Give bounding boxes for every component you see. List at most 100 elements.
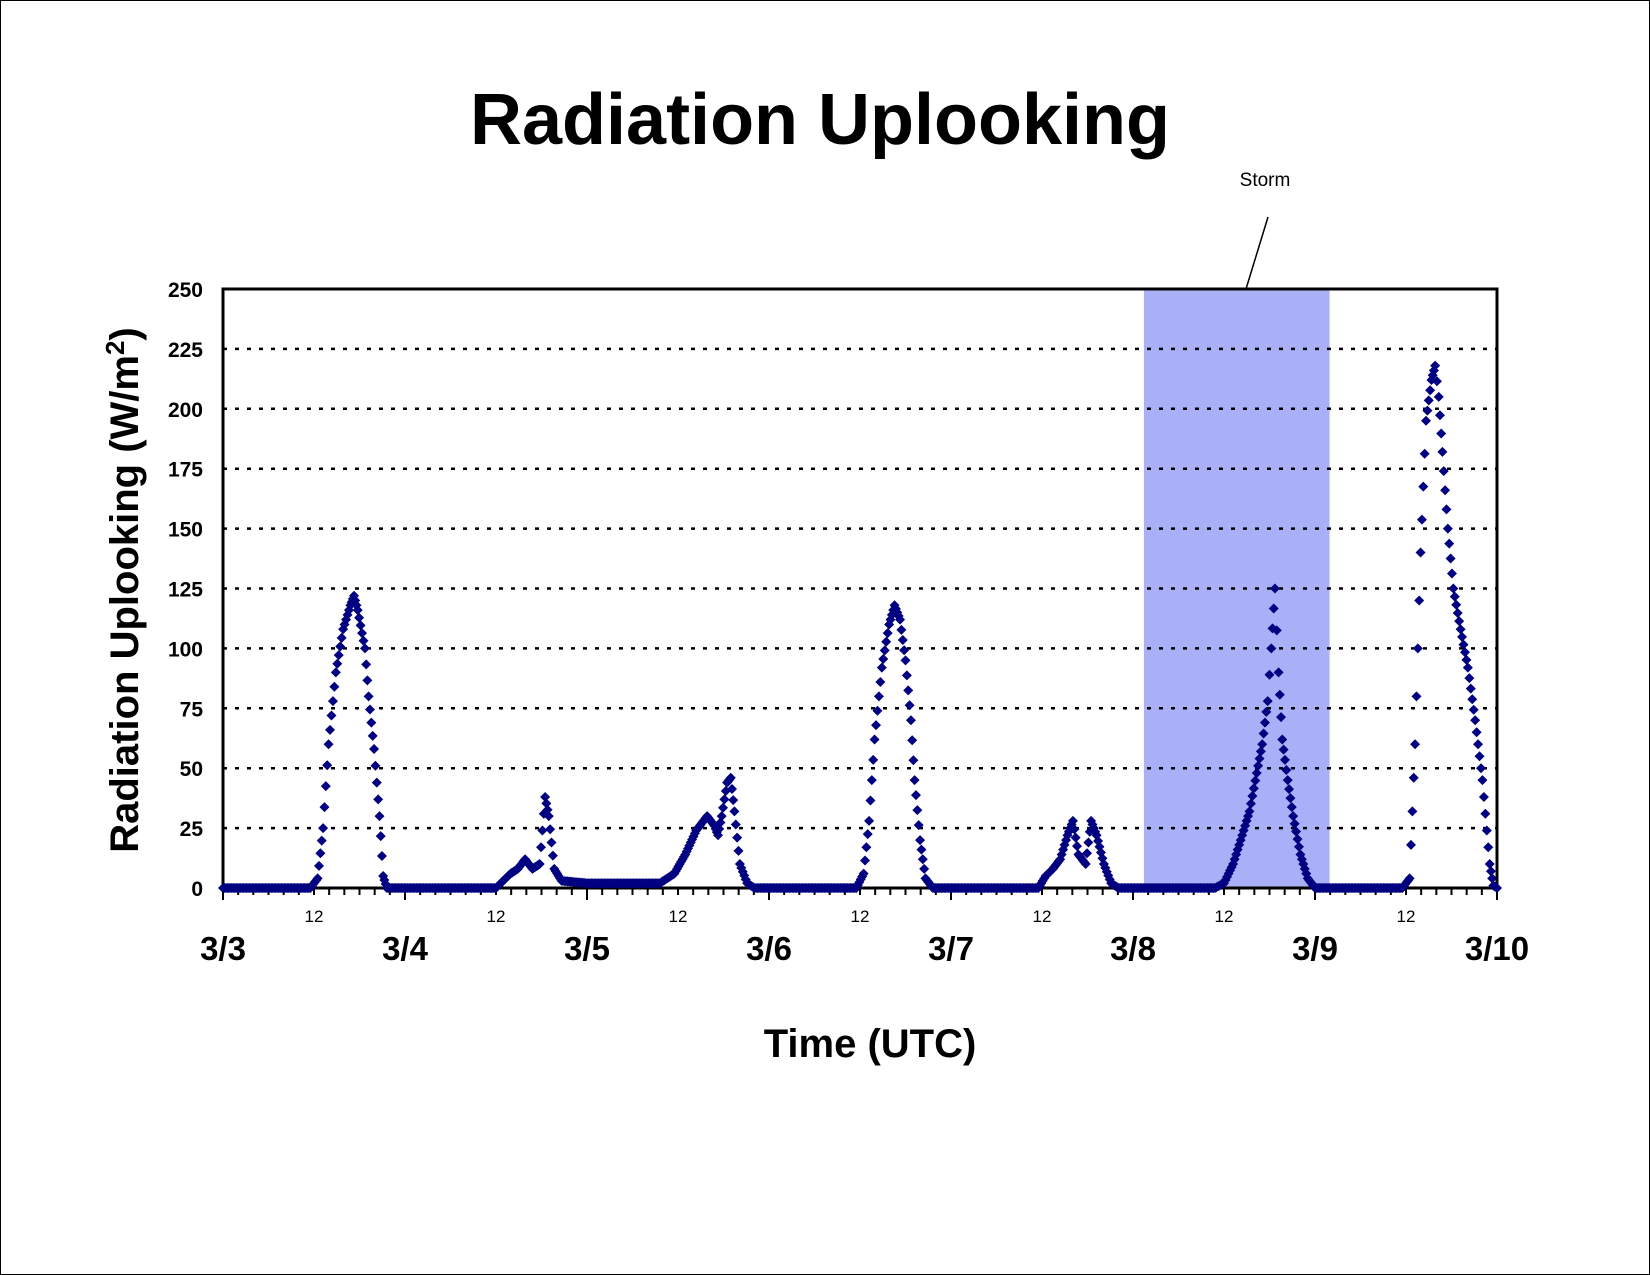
data-point bbox=[899, 645, 910, 656]
data-point bbox=[330, 667, 341, 678]
data-point bbox=[718, 802, 729, 813]
data-point bbox=[882, 628, 893, 639]
data-point bbox=[1459, 647, 1470, 658]
data-layer bbox=[218, 360, 1502, 893]
data-point bbox=[1415, 547, 1426, 558]
data-point bbox=[1471, 727, 1482, 738]
data-point bbox=[1445, 553, 1456, 564]
data-point bbox=[371, 777, 382, 788]
data-point bbox=[358, 635, 369, 646]
data-point bbox=[1478, 791, 1489, 802]
data-point bbox=[1083, 837, 1094, 848]
data-point bbox=[1245, 798, 1256, 809]
data-point bbox=[1255, 746, 1266, 757]
data-point bbox=[1282, 775, 1293, 786]
x-hour-label: 12 bbox=[487, 907, 506, 926]
data-point bbox=[547, 850, 558, 861]
x-hour-label: 12 bbox=[1033, 907, 1052, 926]
data-point bbox=[357, 628, 368, 639]
data-point bbox=[1483, 842, 1494, 853]
data-point bbox=[354, 612, 365, 623]
data-point bbox=[327, 696, 338, 707]
data-point bbox=[1407, 806, 1418, 817]
data-point bbox=[320, 781, 331, 792]
y-axis-title: Radiation Uplooking (W/m2) bbox=[100, 327, 147, 853]
y-axis-title-sup: 2 bbox=[100, 341, 130, 355]
data-point bbox=[907, 735, 918, 746]
y-tick-label: 250 bbox=[168, 279, 203, 302]
data-point bbox=[1455, 624, 1466, 635]
data-point bbox=[1452, 607, 1463, 618]
data-point bbox=[730, 819, 741, 830]
storm-leader-line bbox=[1245, 216, 1269, 290]
data-point bbox=[1425, 385, 1436, 396]
y-tick-label: 25 bbox=[180, 818, 204, 841]
data-point bbox=[1250, 775, 1261, 786]
data-point bbox=[315, 848, 326, 859]
x-date-label: 3/3 bbox=[200, 930, 246, 967]
data-point bbox=[1291, 826, 1302, 837]
data-point bbox=[1454, 616, 1465, 627]
data-point bbox=[716, 811, 727, 822]
data-point bbox=[1431, 376, 1442, 387]
data-point bbox=[1436, 428, 1447, 439]
y-tick-label: 150 bbox=[168, 519, 203, 542]
data-point bbox=[1440, 485, 1451, 496]
data-point bbox=[326, 710, 337, 721]
data-point bbox=[1082, 848, 1093, 859]
y-tick-label: 75 bbox=[180, 698, 204, 721]
data-point bbox=[1416, 514, 1427, 525]
data-point bbox=[543, 811, 554, 822]
data-point bbox=[541, 798, 552, 809]
data-point bbox=[1430, 360, 1441, 371]
data-point bbox=[725, 772, 736, 783]
data-point bbox=[908, 755, 919, 766]
data-point bbox=[1477, 775, 1488, 786]
data-point bbox=[314, 860, 325, 871]
data-point bbox=[546, 837, 557, 848]
data-point bbox=[325, 724, 336, 735]
axis-layer: 3/3 3/4 3/5 3/6 3/7 3/8 3/9 3/10 12 12 12 12 12 12 12 bbox=[200, 287, 1529, 967]
data-point bbox=[364, 704, 375, 715]
data-point bbox=[1470, 715, 1481, 726]
data-point bbox=[1251, 767, 1262, 778]
data-point bbox=[1254, 753, 1265, 764]
data-point bbox=[1253, 760, 1264, 771]
data-point bbox=[878, 653, 889, 664]
data-point bbox=[895, 614, 906, 625]
data-point bbox=[332, 658, 343, 669]
data-point bbox=[1277, 734, 1288, 745]
data-point bbox=[370, 760, 381, 771]
data-point bbox=[373, 794, 384, 805]
data-point bbox=[375, 831, 386, 842]
x-hour-label: 12 bbox=[669, 907, 688, 926]
data-point bbox=[1286, 802, 1297, 813]
y-tick-label: 125 bbox=[168, 579, 203, 602]
data-point bbox=[319, 802, 330, 813]
data-point bbox=[1421, 415, 1432, 426]
data-point bbox=[1406, 839, 1417, 850]
data-point bbox=[1458, 639, 1469, 650]
data-point bbox=[1475, 763, 1486, 774]
data-point bbox=[316, 835, 327, 846]
data-point bbox=[542, 804, 553, 815]
data-point bbox=[1281, 764, 1292, 775]
data-point bbox=[1451, 599, 1462, 610]
data-point bbox=[1473, 739, 1484, 750]
data-point bbox=[1462, 662, 1473, 673]
data-point bbox=[873, 691, 884, 702]
data-point bbox=[1273, 667, 1284, 678]
data-point bbox=[1244, 806, 1255, 817]
data-point bbox=[1444, 538, 1455, 549]
data-point bbox=[1441, 504, 1452, 515]
data-point bbox=[1408, 772, 1419, 783]
data-point bbox=[1419, 448, 1430, 459]
data-point bbox=[912, 805, 923, 816]
data-point bbox=[919, 863, 930, 874]
data-point bbox=[728, 795, 739, 806]
x-hour-label: 12 bbox=[305, 907, 324, 926]
data-point bbox=[1474, 751, 1485, 762]
storm-label: Storm bbox=[1240, 170, 1291, 191]
y-axis-title-main: Radiation Uplooking (W/m bbox=[103, 355, 147, 853]
x-date-label: 3/5 bbox=[564, 930, 610, 967]
